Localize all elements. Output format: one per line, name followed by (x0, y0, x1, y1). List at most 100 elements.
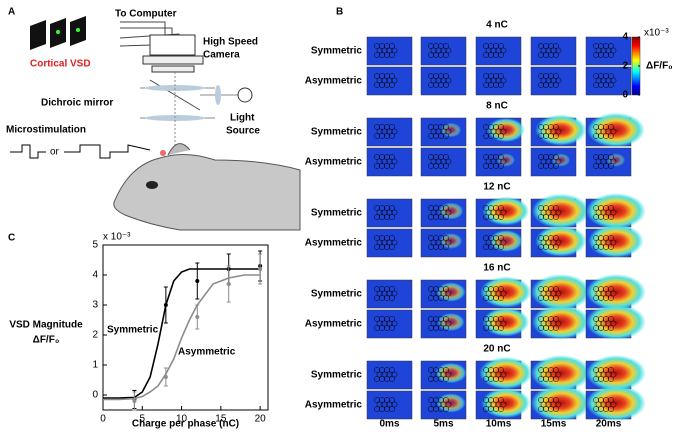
cortex-outline (500, 239, 507, 246)
y-tick-label: 1 (92, 360, 98, 371)
y-tick-label: 5 (92, 240, 98, 251)
cortex-outline (443, 205, 449, 211)
charge-label: 12 nC (483, 182, 510, 193)
cortex-outline (553, 367, 559, 373)
vsd-frame (366, 198, 413, 228)
lens (215, 85, 221, 105)
condition-label: Symmetric (311, 208, 363, 219)
cortex-outline (445, 239, 452, 246)
cortex-outline (610, 47, 617, 54)
cortex-outline (389, 367, 395, 373)
colorbar-tick-label: 4 (622, 32, 628, 43)
cortex-outline (608, 376, 614, 382)
cortex-outline (610, 401, 617, 408)
time-label: 20ms (596, 419, 622, 430)
frame-bg (366, 390, 413, 420)
vsd-frame (420, 360, 467, 390)
cortex-outline (608, 154, 614, 160)
cortex-outline (498, 214, 504, 220)
time-label: 5ms (433, 419, 453, 430)
vsd-frame (585, 112, 645, 148)
vsd-frame (475, 307, 530, 339)
cortex-outline (500, 77, 507, 84)
cortex-outline (443, 325, 449, 331)
vsd-frame (585, 147, 632, 177)
cortex-outline (391, 401, 398, 408)
time-label: 15ms (541, 419, 567, 430)
cortex-outline (553, 316, 559, 322)
vsd-frame (585, 385, 646, 421)
y-axis-label: ΔF/F₀ (33, 335, 60, 346)
vsd-frame (420, 198, 467, 228)
vsd-frame (366, 279, 413, 309)
cortex-outline (389, 43, 395, 49)
light-label: Light (230, 113, 255, 124)
activation (532, 304, 590, 340)
bulb (237, 87, 253, 103)
cortex-outline (555, 209, 562, 216)
mouse-ear (167, 143, 191, 156)
frame-bg (420, 66, 467, 96)
mirror-label: Dichroic mirror (41, 98, 113, 109)
cortex-outline (443, 376, 449, 382)
vsd-label: Cortical VSD (30, 59, 91, 70)
cortex-outline (608, 214, 614, 220)
activation (586, 274, 646, 310)
cortex-outline (608, 73, 614, 79)
cortex-outline (389, 73, 395, 79)
cortex-outline (445, 401, 452, 408)
vsd-frame (585, 304, 646, 340)
cortex-outline (389, 295, 395, 301)
cortex-outline (555, 239, 562, 246)
vsd-frame (366, 147, 413, 177)
cortex-outline (443, 52, 449, 58)
vsd-frame (366, 117, 413, 147)
cortex-outline (610, 209, 617, 216)
activation (531, 274, 591, 310)
frame-bg (420, 147, 467, 177)
frame-bg (366, 198, 413, 228)
y-multiplier: x 10⁻³ (103, 232, 131, 243)
activation (482, 196, 530, 226)
vsd-frame (475, 228, 523, 258)
vsd-frame (585, 36, 632, 66)
vsd-frame (420, 390, 467, 420)
cortex-outline (445, 158, 452, 165)
data-point (132, 399, 137, 403)
cortex-outline (498, 82, 504, 88)
vsd-frame (585, 66, 632, 96)
or-label: or (50, 147, 60, 158)
cortex-outline (555, 320, 562, 327)
activation (535, 225, 587, 257)
dot (56, 30, 60, 34)
vsd-frame (530, 147, 577, 177)
frame-bg (366, 228, 413, 258)
cortex-outline (443, 316, 449, 322)
cortex-outline (608, 82, 614, 88)
stim-label: Microstimulation (6, 125, 86, 136)
cortex-outline (445, 320, 452, 327)
cortex-outline (443, 214, 449, 220)
cortex-outline (445, 47, 452, 54)
cortex-outline (443, 244, 449, 250)
activation (487, 118, 525, 142)
cortex-outline (498, 286, 504, 292)
cortex-outline (498, 163, 504, 169)
colorbar-tick-label: 0 (622, 90, 628, 101)
charge-label: 4 nC (486, 20, 508, 31)
activation (482, 307, 530, 337)
cortex-outline (553, 82, 559, 88)
vsd-frame (585, 355, 646, 391)
cortex-outline (553, 133, 559, 139)
activation (586, 385, 646, 421)
camera (149, 34, 196, 56)
cortex-outline (443, 286, 449, 292)
data-point (226, 282, 231, 286)
frame-bg (585, 36, 632, 66)
cortex-outline (389, 52, 395, 58)
vsd-frame (475, 66, 522, 96)
cortex-outline (610, 239, 617, 246)
activation (531, 385, 591, 421)
vsd-frame (420, 279, 467, 309)
